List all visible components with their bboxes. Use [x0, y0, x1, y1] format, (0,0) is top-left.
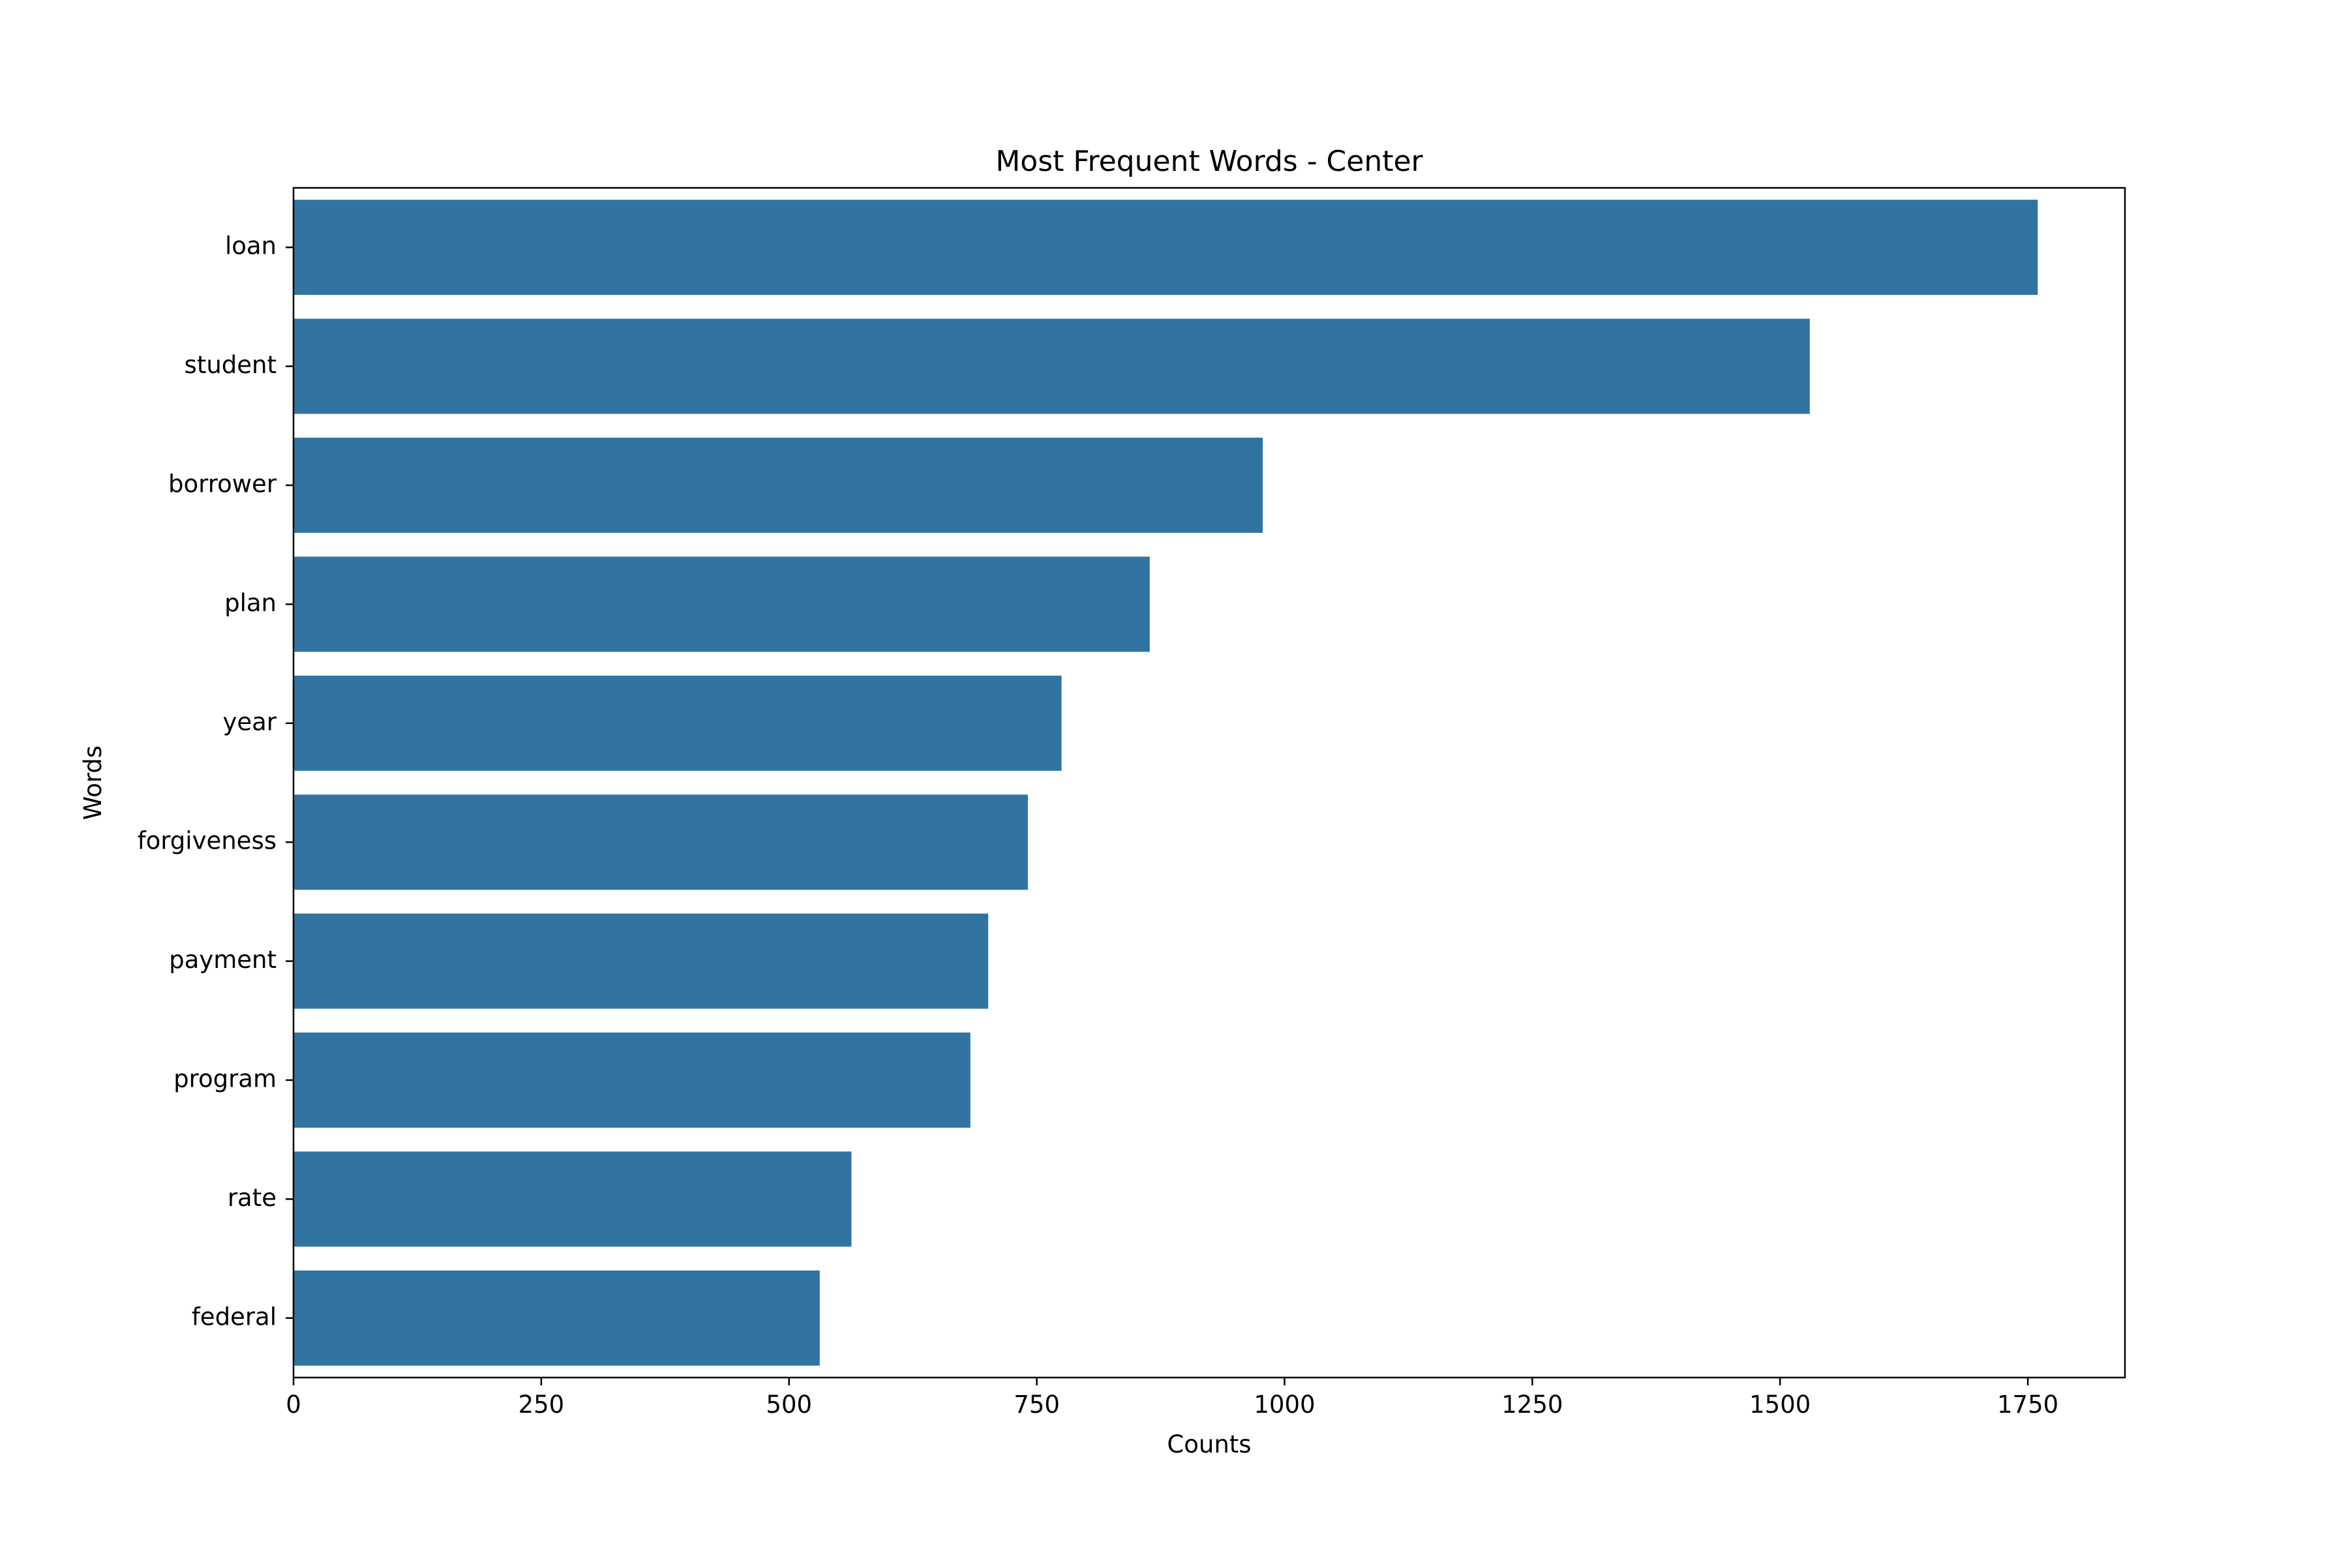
bar-student	[294, 318, 1810, 414]
y-tick-label-federal: federal	[192, 1303, 277, 1331]
bar-federal	[294, 1270, 820, 1366]
bars-group	[294, 200, 2038, 1366]
x-tick-label-0: 0	[286, 1391, 301, 1419]
y-tick-label-program: program	[173, 1065, 277, 1093]
x-tick-label-1750: 1750	[1997, 1391, 2058, 1419]
y-tick-label-year: year	[222, 708, 277, 736]
bar-loan	[294, 200, 2038, 295]
bar-borrower	[294, 438, 1263, 533]
x-tick-label-750: 750	[1014, 1391, 1060, 1419]
y-tick-label-plan: plan	[224, 589, 277, 617]
bar-year	[294, 675, 1062, 771]
y-tick-label-payment: payment	[169, 946, 277, 974]
y-axis-ticks: loan student borrower plan year forgiveness pa…	[138, 232, 294, 1331]
y-tick-label-student: student	[185, 351, 277, 379]
x-tick-label-250: 250	[519, 1391, 565, 1419]
bar-payment	[294, 913, 989, 1009]
y-tick-label-borrower: borrower	[168, 470, 277, 498]
x-tick-label-1250: 1250	[1501, 1391, 1563, 1419]
y-tick-label-loan: loan	[225, 232, 277, 260]
bar-rate	[294, 1151, 852, 1247]
y-axis-label: Words	[79, 746, 107, 820]
y-tick-label-forgiveness: forgiveness	[138, 827, 277, 855]
x-tick-label-500: 500	[766, 1391, 812, 1419]
chart-title: Most Frequent Words - Center	[995, 145, 1423, 178]
plot-area-frame	[292, 187, 2126, 1379]
bar-program	[294, 1033, 971, 1128]
x-axis-label: Counts	[1167, 1430, 1251, 1458]
bar-forgiveness	[294, 794, 1028, 890]
x-tick-label-1000: 1000	[1254, 1391, 1315, 1419]
x-tick-label-1500: 1500	[1749, 1391, 1811, 1419]
x-axis-ticks: 0 250 500 750 1000 1250 1500 1750	[286, 1378, 2058, 1419]
bar-plan	[294, 556, 1150, 652]
y-tick-label-rate: rate	[228, 1184, 277, 1212]
